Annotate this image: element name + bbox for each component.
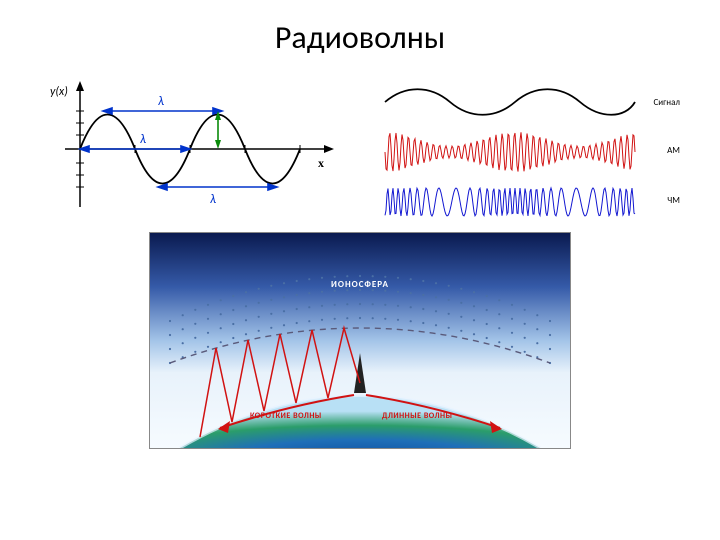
long-waves-label: ДЛИННЫЕ ВОЛНЫ bbox=[382, 411, 452, 421]
lambda-mid: λ bbox=[140, 132, 146, 147]
lambda-top: λ bbox=[158, 94, 164, 109]
ionosphere-diagram: ИОНОСФЕРА КОРОТКИЕ ВОЛНЫ ДЛИННЫЕ ВОЛНЫ bbox=[149, 232, 571, 449]
short-waves-label: КОРОТКИЕ ВОЛНЫ bbox=[250, 411, 322, 421]
x-axis-label: x bbox=[318, 156, 324, 170]
signal-wave bbox=[385, 89, 635, 115]
am-label: АМ bbox=[667, 145, 680, 156]
fm-wave bbox=[385, 188, 635, 216]
lambda-bot: λ bbox=[210, 192, 216, 207]
am-wave bbox=[385, 132, 635, 171]
fm-label: ЧМ bbox=[667, 195, 680, 206]
axes bbox=[65, 81, 334, 207]
ionosphere-label: ИОНОСФЕРА bbox=[331, 279, 389, 290]
modulation-diagram: Сигнал АМ ЧМ bbox=[380, 77, 680, 222]
y-axis-label: y(x) bbox=[50, 85, 68, 99]
signal-label: Сигнал bbox=[654, 97, 681, 108]
lower-diagram-row: ИОНОСФЕРА КОРОТКИЕ ВОЛНЫ ДЛИННЫЕ ВОЛНЫ bbox=[0, 232, 720, 449]
wavelength-diagram: y(x) x λ λ λ bbox=[40, 77, 340, 222]
upper-diagrams-row: y(x) x λ λ λ bbox=[0, 57, 720, 222]
page-title: Радиоволны bbox=[0, 0, 720, 57]
antenna-icon bbox=[354, 353, 366, 393]
